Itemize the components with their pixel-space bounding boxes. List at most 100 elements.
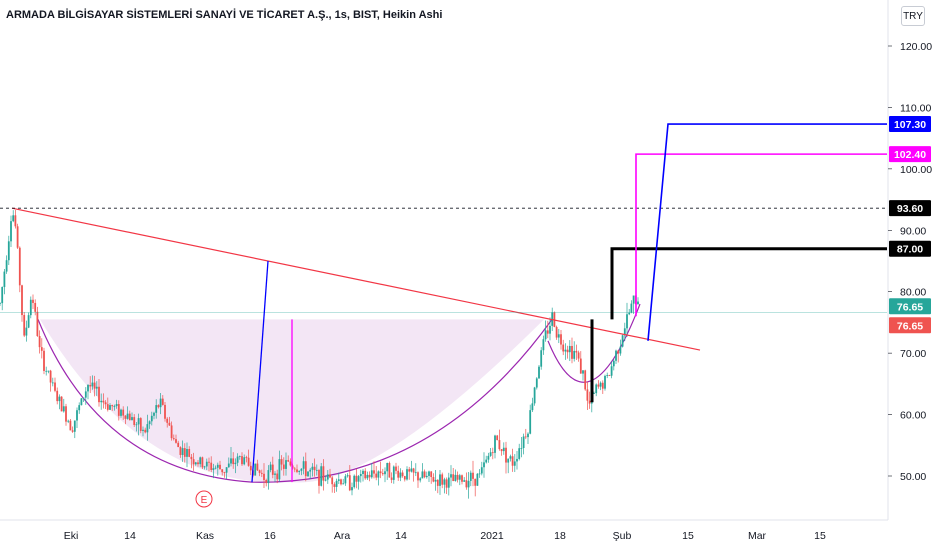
candle-body xyxy=(38,336,41,348)
price-label-badge xyxy=(889,317,931,334)
candle-body xyxy=(619,346,622,354)
candle-body xyxy=(205,461,208,467)
candle-body xyxy=(175,439,177,443)
candle-body xyxy=(80,398,83,406)
candle-body xyxy=(494,435,496,453)
candle-body xyxy=(1,287,4,304)
candle-body xyxy=(157,405,160,408)
candle-body xyxy=(593,393,595,394)
candle-body xyxy=(49,370,52,383)
price-label-badge xyxy=(889,240,931,257)
candle-body xyxy=(5,260,8,272)
candle-body xyxy=(364,470,367,479)
candle-body xyxy=(282,464,285,469)
candle-body xyxy=(263,473,265,480)
candle-body xyxy=(73,420,76,432)
candle-body xyxy=(210,462,213,470)
candle-body xyxy=(373,470,375,474)
candle-body xyxy=(579,358,582,374)
candle-body xyxy=(71,430,74,432)
candle-body xyxy=(265,479,268,484)
candle-body xyxy=(476,473,479,486)
price-label-text: 107.30 xyxy=(894,119,926,131)
time-axis-layer: Eki 14 Kas 16 Ara 14 2021 18 Şub 15 Mar 15 xyxy=(0,519,888,542)
candle-body xyxy=(326,474,329,480)
candle-body xyxy=(447,477,450,488)
earnings-event-label: E xyxy=(201,495,208,506)
candle-body xyxy=(599,382,602,387)
candle-body xyxy=(45,370,48,372)
candle-body xyxy=(104,402,107,405)
candle-body xyxy=(102,400,105,403)
blue-target-line xyxy=(647,123,887,341)
candle-body xyxy=(87,384,89,392)
candle-body xyxy=(628,312,631,315)
candle-body xyxy=(560,334,562,345)
candle-body xyxy=(100,400,103,403)
candle-body xyxy=(230,458,232,464)
candle-body xyxy=(540,350,543,367)
candle-body xyxy=(67,420,70,422)
candle-body xyxy=(450,474,452,478)
candle-body xyxy=(287,460,290,462)
currency-button[interactable]: TRY xyxy=(901,6,925,26)
candle-body xyxy=(78,405,81,411)
candle-body xyxy=(84,391,87,398)
candle-body xyxy=(245,457,248,459)
candle-body xyxy=(238,456,241,457)
candle-body xyxy=(626,314,628,329)
candle-body xyxy=(124,415,127,419)
candle-body xyxy=(403,476,406,480)
candle-body xyxy=(511,456,514,466)
candles-layer xyxy=(0,210,639,499)
candle-body xyxy=(43,350,45,371)
candle-body xyxy=(278,459,281,480)
candle-body xyxy=(474,478,477,486)
candle-body xyxy=(223,472,226,473)
candle-body xyxy=(542,339,545,351)
candle-body xyxy=(280,459,283,465)
candle-body xyxy=(168,422,171,426)
candle-body xyxy=(538,366,540,379)
candle-body xyxy=(353,475,356,488)
candle-body xyxy=(249,465,252,471)
candle-body xyxy=(16,226,19,248)
chart-title: ARMADA BİLGİSAYAR SİSTEMLERİ SANAYİ VE T… xyxy=(6,9,443,21)
candle-body xyxy=(337,479,340,481)
candle-body xyxy=(623,328,626,336)
time-axis-label: 18 xyxy=(554,530,566,542)
candle-body xyxy=(256,463,259,471)
candle-body xyxy=(267,470,270,484)
candle-body xyxy=(366,474,369,479)
candle-body xyxy=(172,438,175,440)
candle-body xyxy=(113,406,116,407)
candle-body xyxy=(557,334,560,338)
candle-body xyxy=(406,469,408,480)
candle-body xyxy=(342,483,345,485)
candle-body xyxy=(513,461,516,466)
candle-body xyxy=(311,466,314,470)
candle-body xyxy=(632,295,635,304)
candle-body xyxy=(304,461,307,477)
candle-body xyxy=(362,470,364,474)
candle-body xyxy=(254,463,257,476)
candle-body xyxy=(535,378,538,388)
candle-body xyxy=(14,215,17,227)
candle-body xyxy=(296,469,298,472)
candle-body xyxy=(346,475,349,477)
candle-body xyxy=(395,466,397,471)
candle-body xyxy=(384,471,386,475)
candle-body xyxy=(27,315,30,328)
candle-body xyxy=(76,410,78,421)
candle-body xyxy=(161,398,164,405)
candle-body xyxy=(443,479,446,485)
candle-body xyxy=(348,475,351,491)
candle-body xyxy=(300,468,303,471)
price-axis-label: 80.00 xyxy=(900,287,926,299)
price-axis-layer: 50.00 60.00 70.00 80.00 90.00 100.00 110.00 120… xyxy=(887,0,932,520)
candle-body xyxy=(208,461,210,463)
candle-body xyxy=(274,473,276,475)
candle-body xyxy=(441,474,444,485)
